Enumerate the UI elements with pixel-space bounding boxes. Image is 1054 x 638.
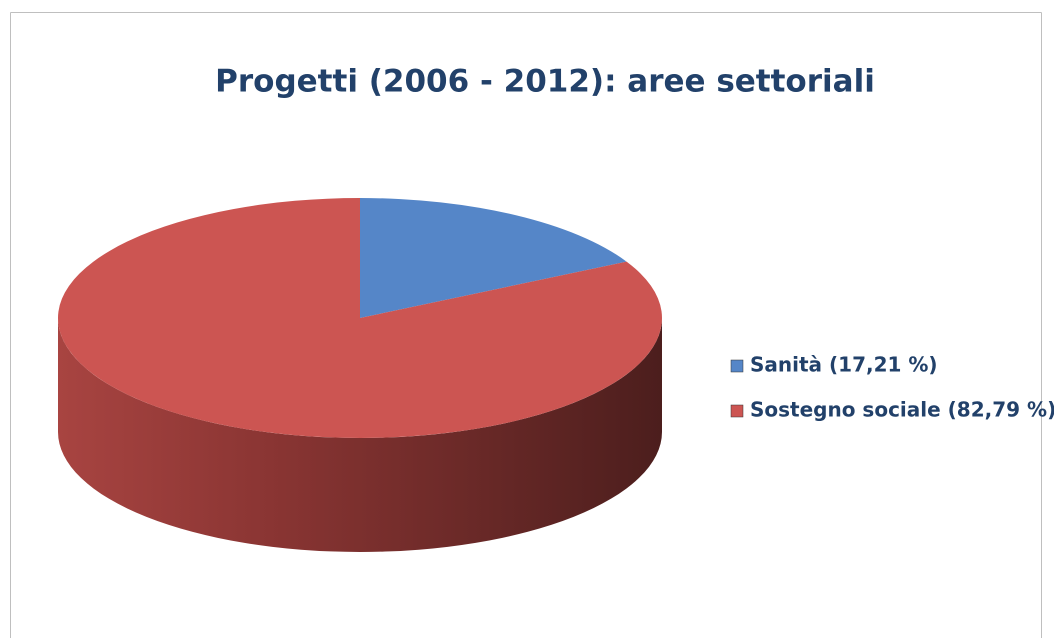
legend-label: Sostegno sociale (82,79 %) bbox=[750, 398, 1054, 422]
pie-slice bbox=[58, 198, 662, 439]
chart-title: Progetti (2006 - 2012): aree settoriali bbox=[215, 64, 875, 100]
legend-label: Sanità (17,21 %) bbox=[750, 353, 938, 377]
legend-swatch bbox=[730, 359, 744, 373]
legend-swatch bbox=[730, 404, 744, 418]
pie-side bbox=[58, 318, 662, 552]
pie-slice bbox=[360, 198, 627, 318]
